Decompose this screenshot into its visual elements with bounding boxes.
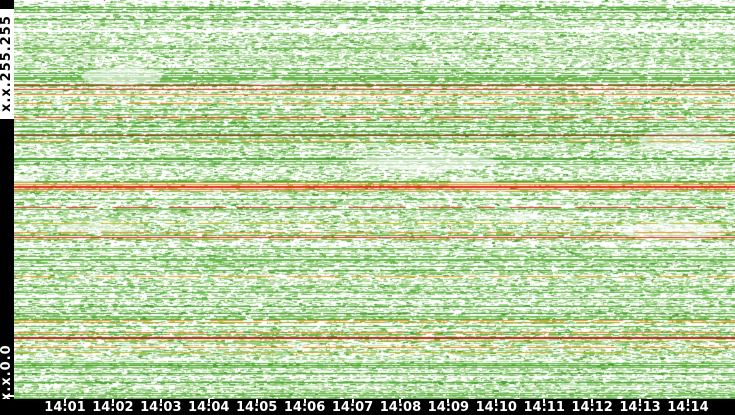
x-tick-label: 14:06 xyxy=(283,400,326,415)
x-tick-label: 14:04 xyxy=(188,400,230,415)
x-tick xyxy=(447,399,450,403)
y-axis-origin-tick xyxy=(5,395,14,397)
x-tick-label: 14:13 xyxy=(619,400,661,415)
x-tick xyxy=(591,399,594,403)
x-tick-label: 14:10 xyxy=(475,400,517,415)
x-tick-label: 14:05 xyxy=(235,400,278,415)
x-tick xyxy=(255,399,258,403)
x-tick-label: 14:02 xyxy=(92,400,134,415)
y-axis-label-bottom: x.x.0.0 xyxy=(0,344,14,402)
x-tick xyxy=(495,399,498,403)
x-tick-label: 14:08 xyxy=(379,400,422,415)
x-tick xyxy=(399,399,402,403)
y-axis-label-top: x.x.255.255 xyxy=(0,9,14,119)
plot-area xyxy=(14,0,735,399)
x-tick xyxy=(303,399,306,403)
x-tick-label: 14:14 xyxy=(667,400,709,415)
x-tick-label: 14:01 xyxy=(44,400,86,415)
x-tick xyxy=(351,399,354,403)
x-tick-label: 14:03 xyxy=(140,400,182,415)
x-tick xyxy=(686,399,689,403)
scatter-noise-canvas xyxy=(14,0,735,399)
x-tick-label: 14:07 xyxy=(331,400,374,415)
x-tick xyxy=(159,399,162,403)
x-tick xyxy=(207,399,210,403)
x-tick xyxy=(64,399,66,403)
x-tick xyxy=(639,399,642,403)
left-axis-margin: x.x.255.255 x.x.0.0 xyxy=(0,0,14,415)
x-tick-label: 14:11 xyxy=(523,400,565,415)
x-tick-label: 14:09 xyxy=(427,400,470,415)
x-tick xyxy=(111,399,114,403)
x-axis-bar: 14:01 14:02 14:03 14:04 14:05 14:06 14:07 14:08… xyxy=(0,399,735,415)
x-tick xyxy=(543,399,546,403)
x-tick-label: 14:12 xyxy=(571,400,613,415)
